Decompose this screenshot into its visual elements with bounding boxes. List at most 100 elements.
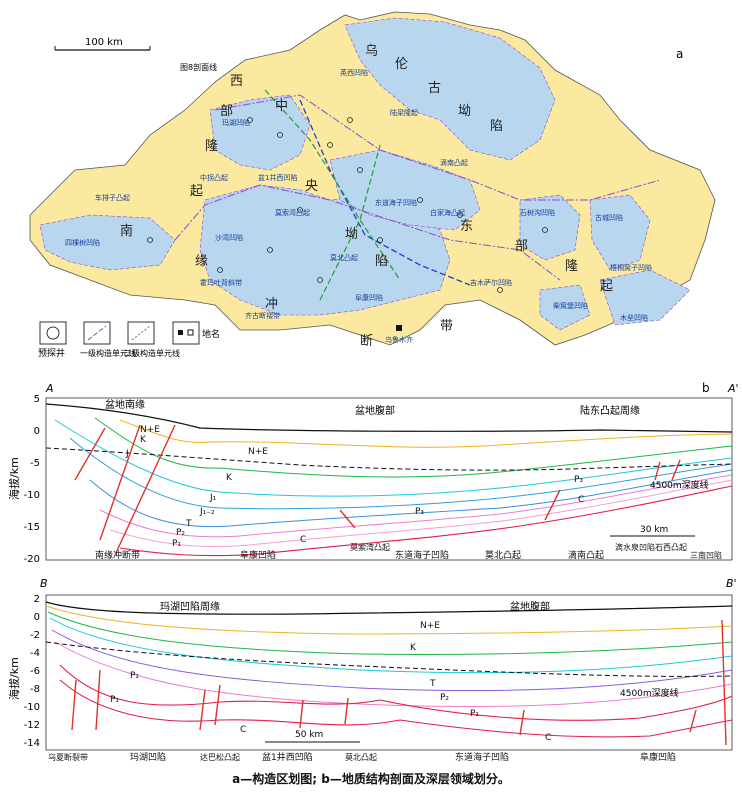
unit-label: 石西凸起 (655, 543, 687, 552)
map-label: a (676, 47, 683, 61)
stratum-label: P₂ (440, 693, 449, 703)
top-label-c: 盆地腹部 (510, 600, 550, 613)
region-char: 陷 (375, 254, 388, 269)
subunit-label: 梧桐窝子凹陷 (610, 263, 652, 272)
section-a-end: A' (727, 382, 739, 395)
subunit-label: 霍玛吐背斜带 (200, 278, 242, 287)
section-line-a (299, 99, 471, 286)
region-char: 起 (600, 279, 613, 294)
depression-chaiwopu (539, 284, 591, 331)
depression-sikeshu (39, 214, 176, 271)
faults-c (71, 619, 727, 746)
region-char: 伦 (395, 57, 408, 72)
stratum-label: N+E (140, 425, 160, 435)
region-char: 部 (515, 239, 528, 254)
depression-jimusaer (519, 194, 581, 261)
unit-label: 莫索湾凸起 (350, 542, 390, 552)
stratum-label: P₁ (470, 709, 479, 719)
stratum-label: P₃ (574, 475, 583, 485)
subunit-label: 木垒凹陷 (620, 313, 648, 322)
stratum-label: K (140, 435, 147, 445)
geological-sections: A A' b 海拔/km 5 0 -5 -10 -15 -20 N+E N+E … (7, 381, 739, 763)
ytick: -20 (24, 554, 40, 565)
section-a-start: A (45, 382, 54, 395)
section-b-panel-label: b (702, 381, 710, 395)
figure-caption: a—构造区划图; b—地质结构剖面及深层领域划分。 (232, 772, 510, 786)
legend-place: 地名 (202, 328, 220, 340)
subunit-label: 乌鲁木齐 (385, 335, 413, 344)
horizon-t-c (51, 629, 733, 692)
region-char: 中 (275, 99, 288, 114)
unit-label: 达巴松凸起 (200, 752, 240, 762)
unit-label: 滴水泉凹陷 (615, 542, 655, 552)
subunit-label: 玛湖凹陷 (222, 118, 250, 127)
subunit-label: 齐古断褶带 (245, 311, 280, 320)
stratum-label: P₁ (110, 695, 119, 705)
subunit-label: 英西凹陷 (340, 68, 368, 77)
unit-label: 阜康凹陷 (640, 751, 676, 763)
section-line-c (319, 144, 381, 301)
faults-a (74, 424, 681, 556)
stratum-label: P₂ (130, 671, 139, 681)
ytick: 5 (34, 394, 40, 405)
depression-dongdaohaizi (329, 149, 481, 231)
region-char: 乌 (365, 43, 378, 59)
stratum-label: J₁ (209, 493, 217, 503)
stratum-label: T (185, 519, 192, 529)
section-c-yticks: 2 0 -2 -4 -6 -8 -10 -12 -14 (24, 594, 40, 749)
ytick: -14 (24, 738, 40, 749)
ytick: -10 (24, 490, 40, 501)
ytick: 0 (34, 426, 40, 437)
ytick: -6 (30, 666, 40, 677)
depression-east (589, 194, 651, 271)
section-c-end: B' (726, 577, 737, 590)
scale-a-label: 30 km (640, 525, 668, 535)
region-char: 缘 (195, 254, 208, 269)
section-c-ylabel: 海拔/km (7, 657, 21, 700)
subunit-labels: 玛湖凹陷 盆1井西凹陷 东道海子凹陷 阜康凹陷 沙湾凹陷 莫索湾凸起 莫北凸起 … (65, 68, 652, 344)
first-order-line (174, 184, 561, 281)
unit-label: 东道海子凹陷 (395, 549, 449, 561)
stratum-label: J (125, 449, 129, 459)
unit-label: 东道海子凹陷 (455, 751, 509, 763)
stratum-label: N+E (420, 621, 440, 631)
stratum-label: N+E (248, 447, 268, 457)
region-char: 隆 (565, 259, 578, 274)
well-markers (147, 117, 548, 293)
region-char: 西 (230, 74, 243, 89)
horizon-p1 (119, 485, 733, 557)
ytick: -4 (30, 648, 40, 659)
stratum-label: C (300, 535, 306, 545)
unit-label: 阜康凹陷 (240, 549, 276, 561)
subunit-label: 盆1井西凹陷 (258, 173, 297, 182)
unit-label: 盆1井西凹陷 (262, 751, 313, 763)
region-char: 坳 (345, 227, 358, 242)
subunit-label: 陆梁隆起 (390, 108, 418, 117)
unit-label: 三南凹陷 (690, 550, 722, 560)
stratum-label: P₃ (415, 507, 424, 517)
region-char: 起 (190, 184, 203, 199)
depth-line-label-a: 4500m深度线 (650, 479, 709, 491)
surface-line (45, 403, 733, 433)
horizon-j (54, 419, 733, 497)
structural-map: 乌 伦 古 坳 陷 中 央 坳 陷 南 缘 冲 断 带 东 部 隆 起 西 部 … (29, 11, 716, 359)
subunit-label: 沙湾凹陷 (215, 233, 243, 242)
map-scale-label: 100 km (85, 37, 123, 48)
depression-mahu (209, 94, 311, 171)
subunit-label: 莫索湾凸起 (275, 208, 310, 217)
horizon-c-c (59, 679, 733, 738)
urumqi-marker (396, 325, 402, 331)
ytick: -10 (24, 702, 40, 713)
subunit-label: 东道海子凹陷 (375, 198, 417, 207)
subunit-label: 中拐凸起 (200, 173, 228, 182)
region-char: 隆 (205, 139, 218, 154)
top-label: 陆东凸起周缘 (580, 404, 640, 417)
section-a-yticks: 5 0 -5 -10 -15 -20 (24, 394, 40, 565)
legend-second: 二级构造单元线 (124, 348, 180, 358)
horizon-ne-c (45, 605, 733, 635)
unit-label: 莫北凸起 (345, 752, 377, 762)
ytick: -2 (30, 630, 40, 641)
stratum-label: J₁₋₂ (199, 507, 215, 517)
region-char: 冲 (265, 297, 278, 312)
subunit-label: 吉木萨尔凹陷 (470, 278, 512, 287)
